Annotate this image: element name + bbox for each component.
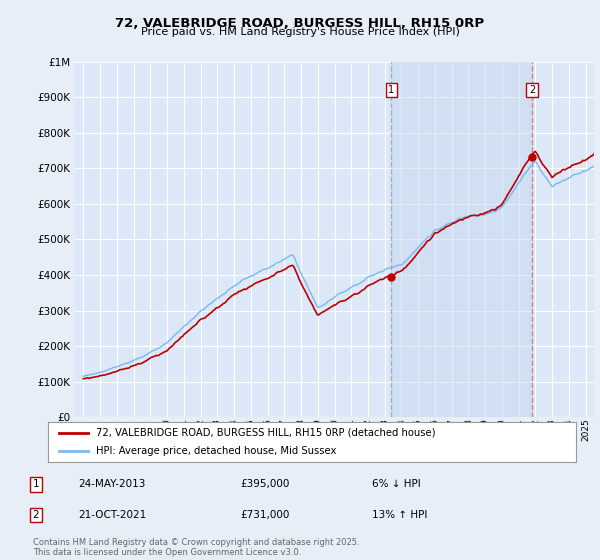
Text: Contains HM Land Registry data © Crown copyright and database right 2025.
This d: Contains HM Land Registry data © Crown c… bbox=[33, 538, 359, 557]
Text: Price paid vs. HM Land Registry's House Price Index (HPI): Price paid vs. HM Land Registry's House … bbox=[140, 27, 460, 37]
Text: 2: 2 bbox=[529, 85, 535, 95]
Text: 21-OCT-2021: 21-OCT-2021 bbox=[78, 510, 146, 520]
Text: 6% ↓ HPI: 6% ↓ HPI bbox=[372, 479, 421, 489]
Text: 72, VALEBRIDGE ROAD, BURGESS HILL, RH15 0RP (detached house): 72, VALEBRIDGE ROAD, BURGESS HILL, RH15 … bbox=[95, 428, 435, 437]
Text: HPI: Average price, detached house, Mid Sussex: HPI: Average price, detached house, Mid … bbox=[95, 446, 336, 456]
Text: 2: 2 bbox=[32, 510, 40, 520]
Text: 72, VALEBRIDGE ROAD, BURGESS HILL, RH15 0RP: 72, VALEBRIDGE ROAD, BURGESS HILL, RH15 … bbox=[115, 17, 485, 30]
Text: 1: 1 bbox=[388, 85, 394, 95]
Text: 13% ↑ HPI: 13% ↑ HPI bbox=[372, 510, 427, 520]
Bar bbox=[391, 62, 532, 417]
Text: £395,000: £395,000 bbox=[240, 479, 289, 489]
Text: 24-MAY-2013: 24-MAY-2013 bbox=[78, 479, 145, 489]
Text: 1: 1 bbox=[32, 479, 40, 489]
Text: £731,000: £731,000 bbox=[240, 510, 289, 520]
